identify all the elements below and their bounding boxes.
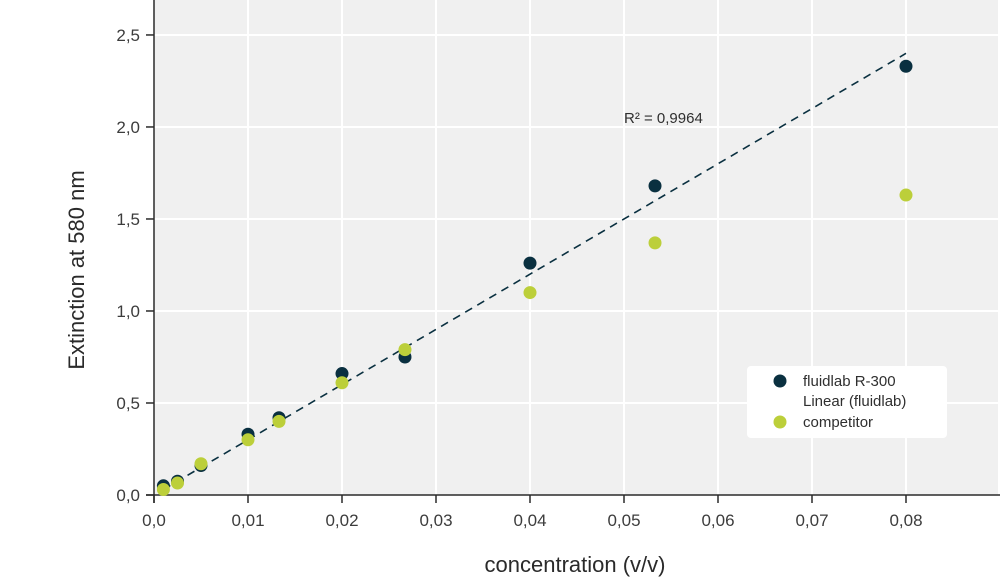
- x-tick-label: 0,02: [325, 511, 358, 530]
- trendline-fluidlab: [162, 52, 907, 491]
- data-point: [335, 367, 349, 381]
- y-tick-label: 0,0: [116, 486, 140, 505]
- legend-label-competitor: competitor: [803, 414, 873, 431]
- data-point: [523, 256, 537, 270]
- legend-label-linear-fluidlab: Linear (fluidlab): [803, 393, 906, 410]
- x-tick-label: 0,03: [419, 511, 452, 530]
- x-tick-label: 0,0: [142, 511, 166, 530]
- y-tick-label: 1,5: [116, 210, 140, 229]
- data-point: [171, 476, 184, 490]
- y-tick-label: 1,0: [116, 302, 140, 321]
- data-point: [523, 286, 537, 300]
- data-point: [335, 376, 349, 390]
- y-tick-label: 2,0: [116, 118, 140, 137]
- y-tick-label: 2,5: [116, 26, 140, 45]
- data-point: [398, 343, 412, 357]
- data-point: [156, 482, 170, 496]
- x-tick-label: 0,01: [231, 511, 264, 530]
- legend-marker-fluidlab: [773, 374, 787, 388]
- x-tick-label: 0,07: [795, 511, 828, 530]
- legend-marker-competitor: [773, 415, 787, 429]
- x-axis-title: concentration (v/v): [485, 552, 666, 577]
- y-tick-labels: 0,0 0,5 1,0 1,5 2,0 2,5: [116, 26, 140, 505]
- data-series: [156, 52, 913, 496]
- data-point: [899, 188, 913, 202]
- legend-box: [747, 366, 947, 438]
- x-tick-labels: 0,0 0,01 0,02 0,03 0,04 0,05 0,06 0,07 0,08: [142, 511, 922, 530]
- x-tick-label: 0,04: [513, 511, 546, 530]
- r-squared-annotation: R² = 0,9964: [624, 110, 703, 127]
- x-tick-label: 0,06: [701, 511, 734, 530]
- legend: fluidlab R-300 Linear (fluidlab) competi…: [747, 366, 947, 438]
- axes: [146, 0, 1000, 503]
- data-point: [648, 236, 662, 250]
- y-tick-label: 0,5: [116, 394, 140, 413]
- data-point: [272, 414, 286, 428]
- data-point: [648, 179, 662, 193]
- series-competitor: [156, 188, 913, 496]
- legend-label-fluidlab: fluidlab R-300: [803, 373, 896, 390]
- data-point: [194, 457, 208, 471]
- data-point: [899, 59, 913, 73]
- x-tick-label: 0,08: [889, 511, 922, 530]
- grid-lines: [154, 0, 1000, 495]
- data-point: [241, 433, 255, 447]
- x-tick-label: 0,05: [607, 511, 640, 530]
- y-axis-title: Extinction at 580 nm: [64, 170, 89, 369]
